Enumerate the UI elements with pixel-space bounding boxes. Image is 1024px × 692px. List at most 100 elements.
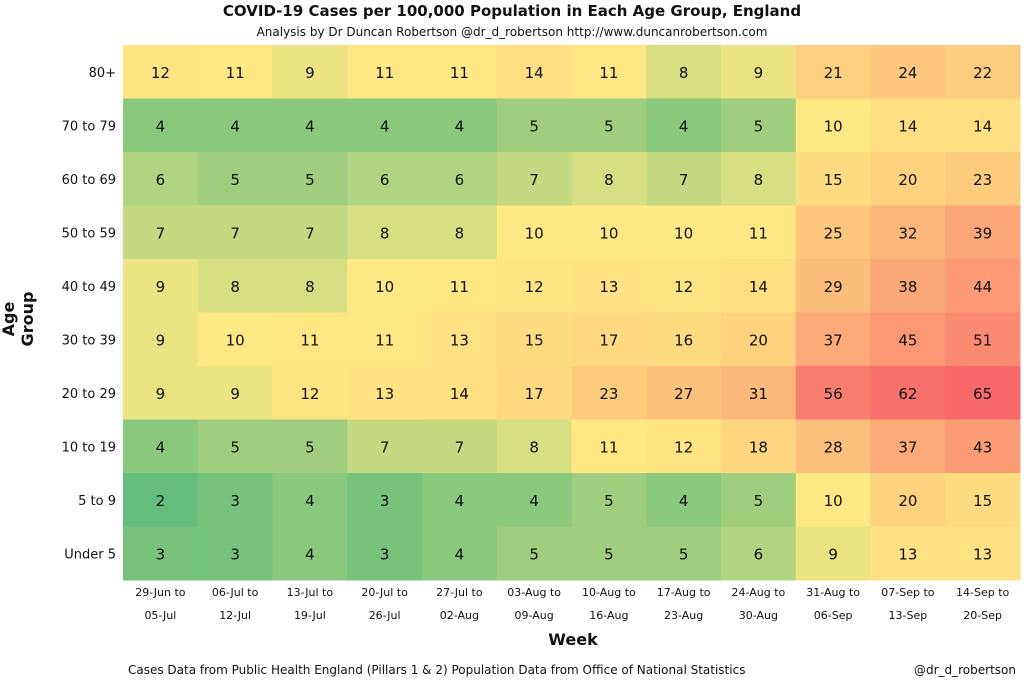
heatmap-cell xyxy=(197,98,273,153)
heatmap-cell xyxy=(945,366,1021,420)
heatmap-cell xyxy=(422,152,498,206)
heatmap-cell xyxy=(795,98,871,153)
heatmap-cell xyxy=(496,45,572,99)
heatmap-cell xyxy=(945,259,1021,313)
heatmap-cell xyxy=(347,312,423,367)
heatmap-cell xyxy=(721,45,797,99)
cell-value-label: 65 xyxy=(973,385,992,403)
x-axis-label: Week xyxy=(548,630,598,649)
x-tick-label: 24-Aug to xyxy=(732,586,786,599)
heatmap-cell xyxy=(870,419,946,474)
cell-value-label: 14 xyxy=(973,117,992,135)
heatmap-cell xyxy=(870,152,946,206)
cell-value-label: 12 xyxy=(300,385,319,403)
cell-value-label: 29 xyxy=(824,278,843,296)
x-tick-label: 05-Jul xyxy=(144,609,176,622)
cell-value-label: 5 xyxy=(230,438,240,456)
heatmap-cell xyxy=(347,205,423,260)
cell-value-label: 37 xyxy=(824,331,843,349)
y-tick-label: 60 to 69 xyxy=(62,173,116,188)
heatmap-cell xyxy=(870,205,946,260)
cell-value-label: 27 xyxy=(674,385,693,403)
x-tick-label: 30-Aug xyxy=(739,609,778,622)
cell-value-label: 5 xyxy=(754,117,764,135)
cell-value-label: 20 xyxy=(898,171,917,189)
cell-value-label: 11 xyxy=(226,64,245,82)
cell-value-label: 13 xyxy=(450,331,469,349)
cell-value-label: 11 xyxy=(300,331,319,349)
heatmap-cell xyxy=(646,45,722,99)
heatmap-cell xyxy=(945,473,1021,527)
heatmap-cell xyxy=(347,473,423,527)
heatmap-cell xyxy=(272,98,348,153)
cell-value-label: 4 xyxy=(679,117,689,135)
cell-value-label: 4 xyxy=(455,545,465,563)
heatmap-cell xyxy=(795,152,871,206)
heatmap-cell xyxy=(945,526,1021,581)
cell-value-label: 4 xyxy=(305,492,315,510)
cell-value-label: 8 xyxy=(754,171,764,189)
cell-value-label: 9 xyxy=(754,64,764,82)
cell-value-label: 22 xyxy=(973,64,992,82)
cell-value-label: 9 xyxy=(156,331,166,349)
y-tick-label: 10 to 19 xyxy=(62,440,116,455)
cell-value-label: 5 xyxy=(305,171,315,189)
heatmap-cell xyxy=(496,526,572,581)
cell-value-label: 3 xyxy=(230,492,240,510)
heatmap-cell xyxy=(795,526,871,581)
x-tick-label: 06-Sep xyxy=(814,609,853,622)
x-tick-label: 26-Jul xyxy=(369,609,401,622)
cell-value-label: 11 xyxy=(599,64,618,82)
x-tick-label: 03-Aug to xyxy=(507,586,561,599)
heatmap-cell xyxy=(721,312,797,367)
x-tick-label: 09-Aug xyxy=(515,609,554,622)
cell-value-label: 12 xyxy=(674,438,693,456)
heatmap-cell xyxy=(795,205,871,260)
cell-value-label: 23 xyxy=(973,171,992,189)
cell-value-label: 9 xyxy=(828,545,838,563)
heatmap-cell xyxy=(272,205,348,260)
cell-value-label: 9 xyxy=(305,64,315,82)
heatmap-cell xyxy=(496,152,572,206)
footer-handle: @dr_d_robertson xyxy=(913,663,1016,677)
heatmap-cell xyxy=(795,45,871,99)
heatmap-cell xyxy=(197,419,273,474)
cell-value-label: 6 xyxy=(754,545,764,563)
cell-value-label: 11 xyxy=(599,438,618,456)
cell-value-label: 4 xyxy=(156,438,166,456)
heatmap-cell xyxy=(123,45,199,99)
cell-value-label: 3 xyxy=(156,545,166,563)
heatmap-cell xyxy=(571,419,647,474)
cell-value-label: 4 xyxy=(529,492,539,510)
x-tick-label: 13-Jul to xyxy=(287,586,334,599)
heatmap-cell xyxy=(197,45,273,99)
y-tick-label: 20 to 29 xyxy=(62,387,116,402)
heatmap-cell xyxy=(571,312,647,367)
cell-value-label: 5 xyxy=(604,117,614,135)
heatmap-cell xyxy=(347,98,423,153)
heatmap-cell xyxy=(123,98,199,153)
cell-value-label: 11 xyxy=(375,64,394,82)
heatmap-cell xyxy=(272,473,348,527)
heatmap-cell xyxy=(795,259,871,313)
cell-value-label: 4 xyxy=(305,545,315,563)
cell-value-label: 7 xyxy=(529,171,539,189)
cell-value-label: 4 xyxy=(679,492,689,510)
x-tick-label: 20-Jul to xyxy=(361,586,408,599)
heatmap-cell xyxy=(272,152,348,206)
cell-value-label: 8 xyxy=(604,171,614,189)
heatmap-cell xyxy=(721,152,797,206)
heatmap-cell xyxy=(721,419,797,474)
heatmap-cell xyxy=(496,419,572,474)
cell-value-label: 10 xyxy=(824,492,843,510)
heatmap-cell xyxy=(870,45,946,99)
heatmap-cell xyxy=(571,98,647,153)
cell-value-label: 4 xyxy=(230,117,240,135)
heatmap-cell xyxy=(870,366,946,420)
heatmap-cell xyxy=(870,473,946,527)
x-tick-label: 16-Aug xyxy=(589,609,628,622)
cell-value-label: 9 xyxy=(156,385,166,403)
x-tick-label: 10-Aug to xyxy=(582,586,636,599)
heatmap-cell xyxy=(123,419,199,474)
